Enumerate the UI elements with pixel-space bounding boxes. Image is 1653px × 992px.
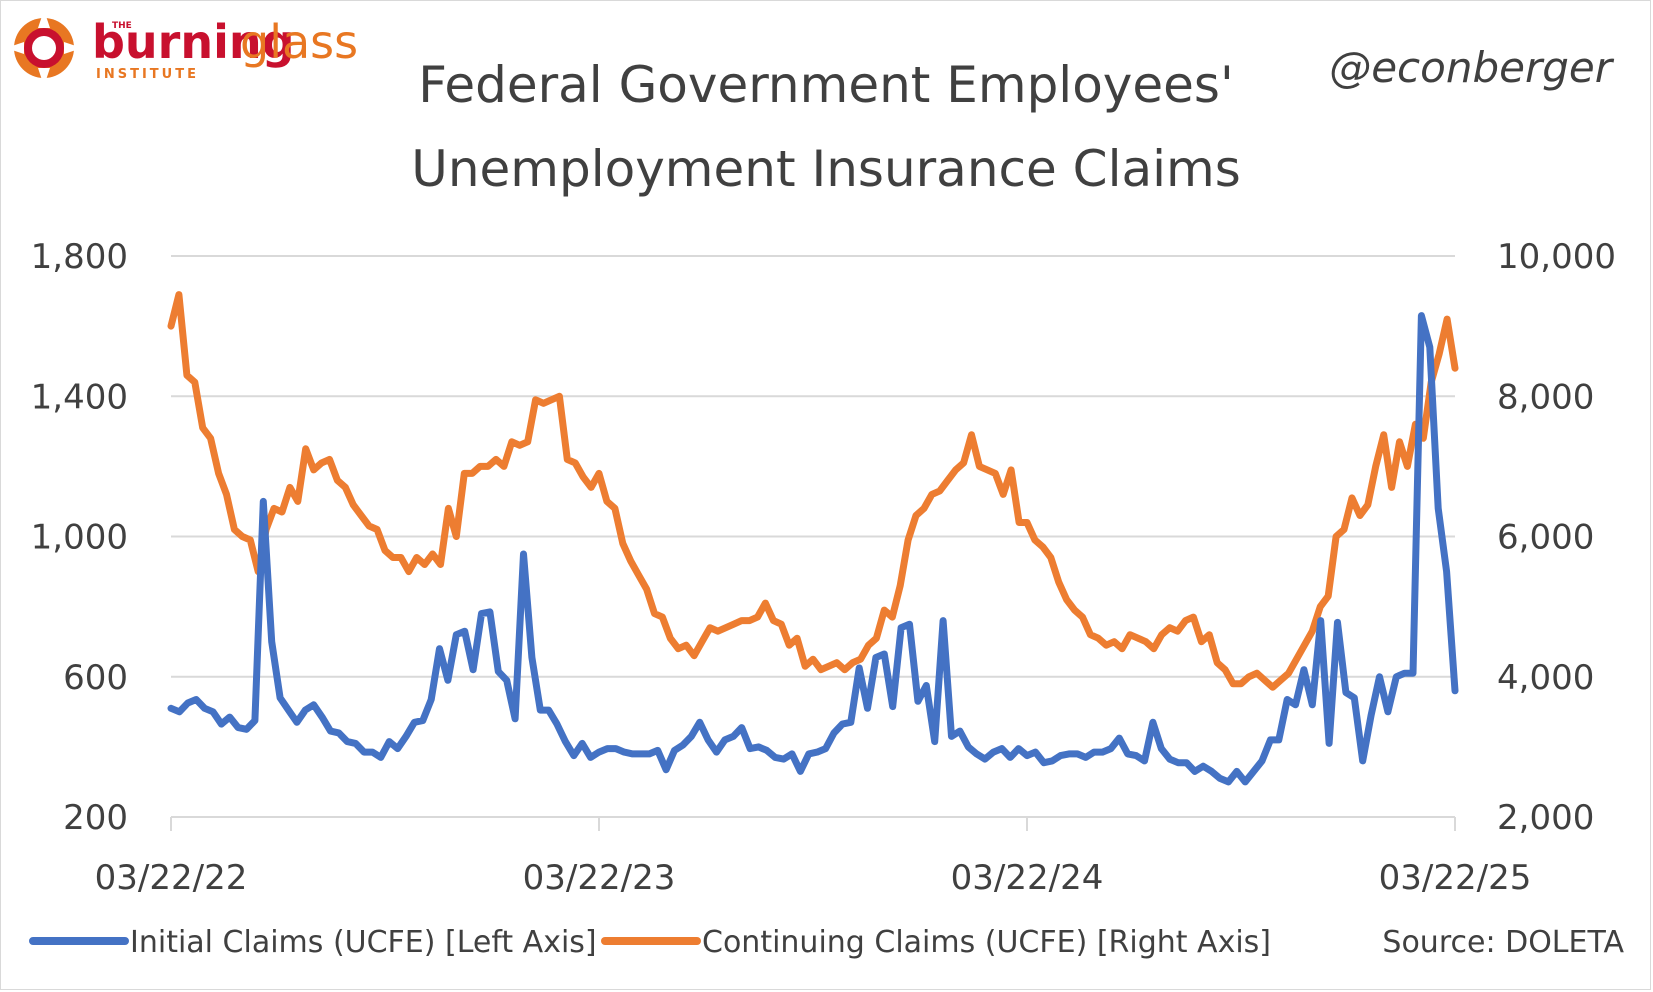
x-tick-label: 03/22/23	[523, 858, 676, 898]
initial-claims-line	[167, 312, 1459, 786]
x-tick-label: 03/22/25	[1379, 858, 1532, 898]
left-tick-label: 600	[63, 658, 128, 698]
left-tick-label: 200	[63, 798, 128, 838]
chart-title-line-1: Federal Government Employees'	[418, 56, 1233, 114]
gridlines	[171, 255, 1455, 678]
right-tick-label: 6,000	[1497, 518, 1594, 558]
left-axis-ticks: 200 600 1,000 1,400 1,800	[31, 237, 128, 838]
burning-glass-logo: THE burning glass INSTITUTE	[6, 10, 358, 86]
x-tick-label: 03/22/24	[951, 858, 1104, 898]
right-tick-label: 8,000	[1497, 377, 1594, 417]
series-lines	[167, 291, 1459, 786]
right-tick-label: 4,000	[1497, 658, 1594, 698]
logo-the: THE	[112, 21, 132, 31]
legend-label-continuing: Continuing Claims (UCFE) [Right Axis]	[702, 925, 1271, 960]
source-note: Source: DOLETA	[1382, 925, 1624, 960]
author-handle: @econberger	[1329, 43, 1615, 92]
legend: Initial Claims (UCFE) [Left Axis] Contin…	[29, 925, 1624, 960]
x-axis: 03/22/22 03/22/23 03/22/24 03/22/25	[95, 816, 1532, 898]
logo-word-burning: burning	[92, 15, 295, 69]
left-tick-label: 1,400	[31, 377, 128, 417]
right-axis-ticks: 2,000 4,000 6,000 8,000 10,000	[1497, 237, 1616, 838]
left-tick-label: 1,000	[31, 518, 128, 558]
logo-word-glass: glass	[240, 15, 358, 69]
logo-institute: INSTITUTE	[96, 67, 199, 82]
sun-logo-icon	[6, 10, 82, 86]
right-tick-label: 2,000	[1497, 798, 1594, 838]
right-tick-label: 10,000	[1497, 237, 1616, 277]
continuing-claims-line	[167, 291, 1459, 691]
x-tick-label: 03/22/22	[95, 858, 248, 898]
left-tick-label: 1,800	[31, 237, 128, 277]
chart-title-line-2: Unemployment Insurance Claims	[411, 140, 1241, 198]
legend-label-initial: Initial Claims (UCFE) [Left Axis]	[130, 925, 597, 960]
